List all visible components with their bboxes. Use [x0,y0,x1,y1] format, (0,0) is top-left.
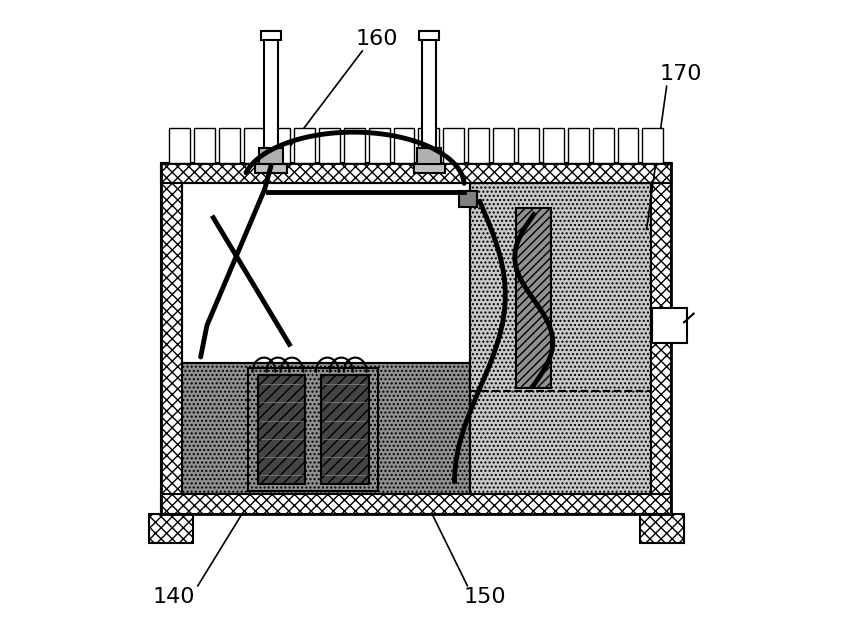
Bar [264,37,278,148]
Bar [248,369,378,491]
Bar [256,164,286,173]
Polygon shape [617,128,639,162]
Bar [162,162,181,514]
Polygon shape [642,128,663,162]
Text: 170: 170 [660,64,702,84]
Bar [470,183,652,494]
Polygon shape [169,128,191,162]
Polygon shape [568,128,589,162]
Bar [181,183,652,494]
Polygon shape [543,128,563,162]
Polygon shape [344,128,364,162]
Polygon shape [443,128,464,162]
Bar [414,164,445,173]
Bar [652,308,687,343]
Bar [419,31,439,40]
Polygon shape [194,128,215,162]
Bar [640,514,684,542]
Bar [422,37,436,148]
Bar [162,494,671,514]
Polygon shape [319,128,339,162]
Bar [321,375,369,485]
Polygon shape [469,128,489,162]
Bar [162,162,671,183]
Bar [181,363,470,494]
Polygon shape [393,128,415,162]
Bar [652,162,671,514]
Text: 150: 150 [463,587,506,607]
Bar [261,31,281,40]
Bar [257,375,305,485]
Polygon shape [418,128,439,162]
Polygon shape [294,128,315,162]
Bar [417,148,441,166]
Text: 160: 160 [356,29,398,49]
Polygon shape [245,128,265,162]
Bar [162,162,671,514]
Polygon shape [269,128,290,162]
Polygon shape [219,128,240,162]
Polygon shape [369,128,390,162]
Bar [459,191,477,207]
Bar [149,514,193,542]
Polygon shape [593,128,614,162]
Bar [516,208,551,388]
Polygon shape [493,128,514,162]
Polygon shape [518,128,539,162]
Bar [259,148,283,166]
Text: 140: 140 [153,587,195,607]
